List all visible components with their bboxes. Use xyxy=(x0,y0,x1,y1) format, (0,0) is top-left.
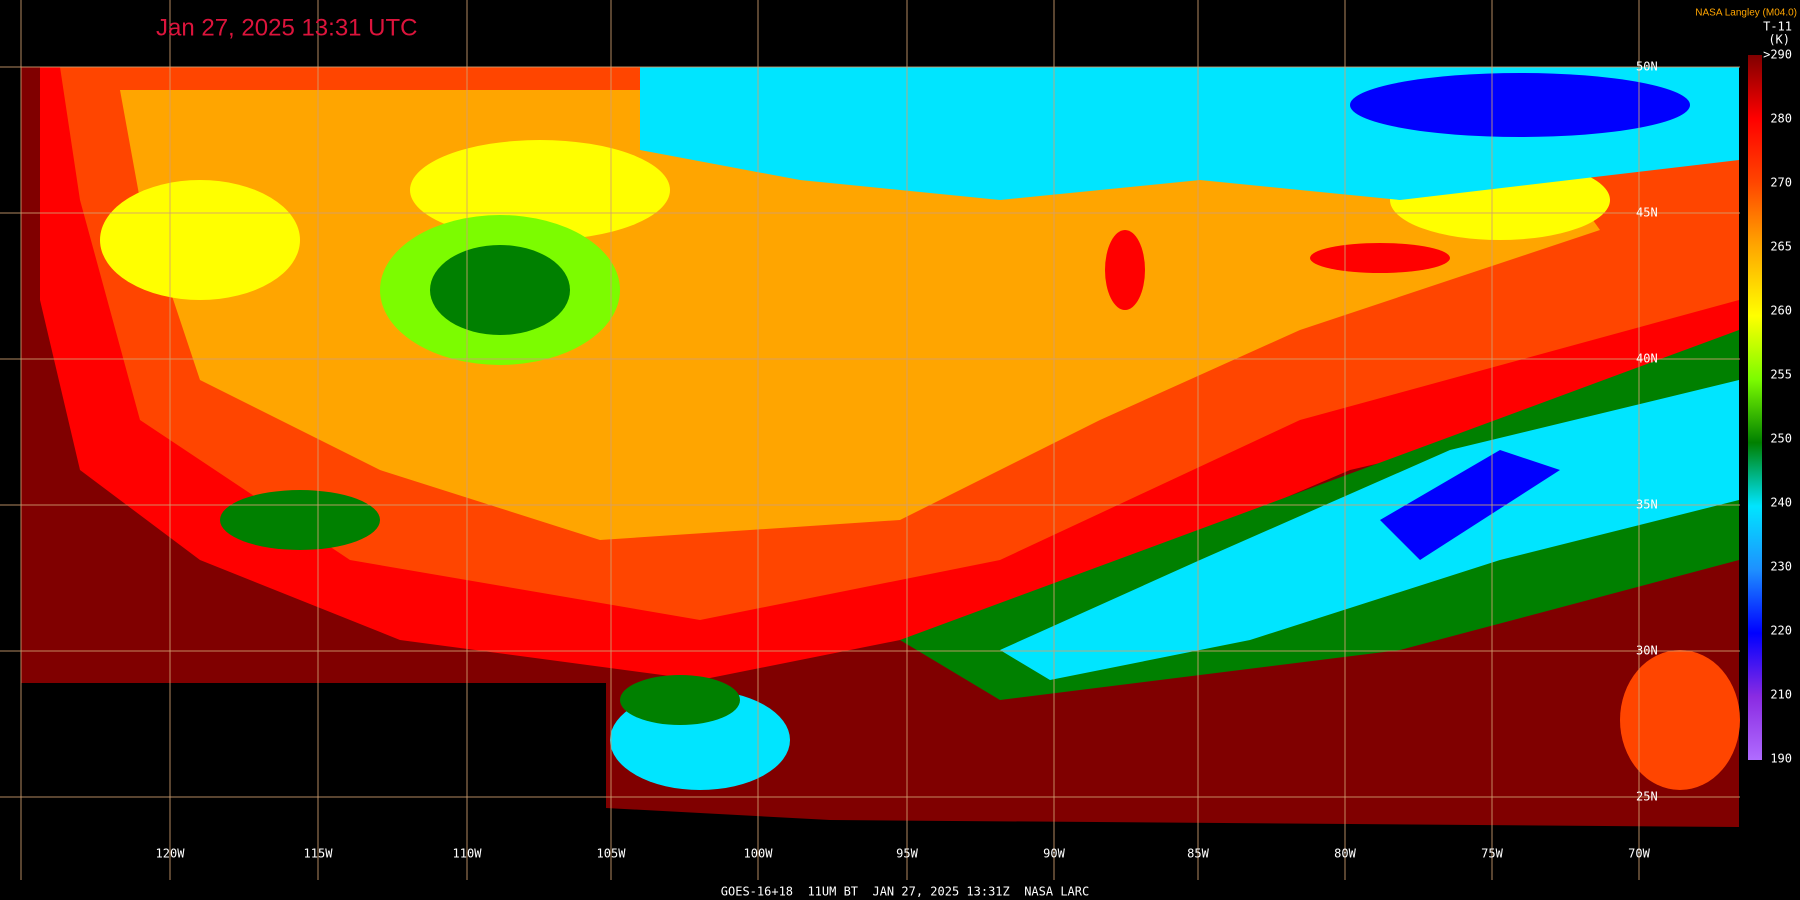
longitude-label: 85W xyxy=(1187,847,1209,861)
unit: (K) xyxy=(1768,33,1790,47)
latitude-label: 40N xyxy=(1636,352,1658,366)
colorbar-label: 260 xyxy=(1770,304,1792,318)
footer: GOES-16+18 11UM BT JAN 27, 2025 13:31Z N… xyxy=(721,885,1089,899)
longitude-label: 100W xyxy=(744,847,774,861)
colorbar-label: 190 xyxy=(1770,752,1792,766)
colorbar-label: 250 xyxy=(1770,432,1792,446)
channel: T-11 xyxy=(1763,20,1792,34)
colorbar-label: 280 xyxy=(1770,112,1792,126)
colorbar-label: 230 xyxy=(1770,560,1792,574)
colorbar xyxy=(1748,55,1762,760)
longitude-label: 115W xyxy=(304,847,334,861)
colorbar-label: 265 xyxy=(1770,240,1792,254)
latitude-label: 50N xyxy=(1636,60,1658,74)
longitude-label: 105W xyxy=(597,847,627,861)
colorbar-label: 270 xyxy=(1770,176,1792,190)
longitude-label: 90W xyxy=(1043,847,1065,861)
longitude-label: 95W xyxy=(896,847,918,861)
latitude-label: 30N xyxy=(1636,644,1658,658)
colorbar-label: 255 xyxy=(1770,368,1792,382)
colorbar-label: 240 xyxy=(1770,496,1792,510)
colorbar-label: 210 xyxy=(1770,688,1792,702)
longitude-label: 110W xyxy=(453,847,483,861)
imagery xyxy=(21,67,1740,900)
longitude-label: 120W xyxy=(156,847,186,861)
latitude-label: 45N xyxy=(1636,206,1658,220)
timestamp: Jan 27, 2025 13:31 UTC xyxy=(156,14,418,41)
colorbar-label: >290 xyxy=(1763,48,1792,62)
longitude-label: 75W xyxy=(1481,847,1503,861)
credit: NASA Langley (M04.0) xyxy=(1695,8,1797,19)
colorbar-label: 220 xyxy=(1770,624,1792,638)
latitude-label: 25N xyxy=(1636,790,1658,804)
latitude-label: 35N xyxy=(1636,498,1658,512)
longitude-label: 70W xyxy=(1628,847,1650,861)
graticule xyxy=(0,0,1740,880)
longitude-label: 80W xyxy=(1334,847,1356,861)
